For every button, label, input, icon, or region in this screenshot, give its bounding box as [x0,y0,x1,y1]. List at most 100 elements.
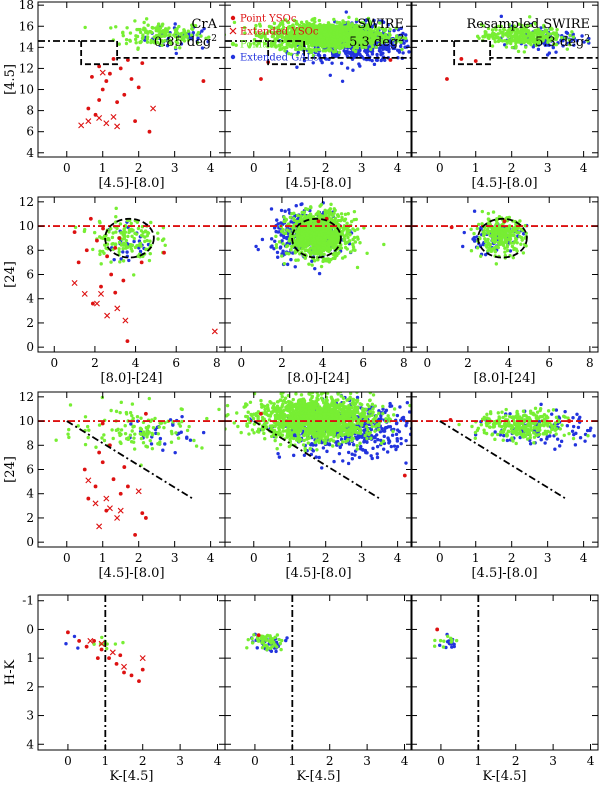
extended-galc-point [375,58,380,63]
extended-galc-point [402,41,406,45]
point-galc-point [303,244,307,248]
point-galc-point [337,45,341,50]
point-galc-point [146,23,150,27]
point-galc-point [311,23,316,27]
point-galc-point [160,24,164,28]
point-ysoc-point [122,92,127,97]
point-galc-point [337,21,342,25]
point-galc-point [114,428,119,433]
point-galc-point [277,240,282,244]
point-galc-point [113,242,118,246]
point-galc-point [332,244,336,248]
point-galc-point [494,244,499,249]
point-galc-point [313,241,317,245]
point-galc-point [524,244,528,248]
point-ysoc-point [133,532,137,537]
point-galc-point [504,238,508,243]
point-galc-point [299,41,303,46]
panel-2-3: 0 2 4 6 8[8.0]-[24] [410,196,599,386]
point-galc-point [252,41,256,45]
point-galc-point [334,251,339,256]
extended-galc-point [332,459,336,464]
point-galc-point [486,211,491,216]
point-galc-point [289,26,293,30]
point-galc-point [378,21,382,25]
point-galc-point [162,31,167,36]
point-galc-point [528,15,532,19]
point-galc-point [475,226,480,231]
extended-galc-point [365,440,369,444]
extended-galc-point [269,207,274,211]
point-galc-point [535,33,539,37]
point-ysoc-point [101,226,105,231]
point-galc-point [282,215,286,219]
point-galc-point [490,44,495,48]
point-galc-point [510,45,515,50]
point-galc-point [297,234,301,238]
extended-ysoc-point [78,122,85,129]
point-galc-point [118,260,122,264]
extended-galc-point [302,453,307,457]
extended-galc-point [177,431,181,436]
point-galc-point [338,37,343,42]
point-ysoc-point [95,238,99,243]
point-galc-point [354,33,359,38]
extended-galc-point [161,448,165,452]
point-galc-point [135,34,140,39]
point-galc-point [347,44,351,49]
point-galc-point [368,47,373,51]
extended-galc-point [430,60,433,63]
point-galc-point [141,35,145,39]
point-galc-point [150,25,154,30]
point-galc-point [123,424,127,428]
point-galc-point [285,228,289,232]
point-galc-point [499,38,503,43]
point-galc-point [151,426,156,430]
extended-galc-point [287,208,291,212]
point-galc-point [130,402,135,406]
point-galc-point [109,26,113,30]
point-galc-point [522,26,526,30]
x-tick-label: 0 [250,161,258,175]
point-galc-point [330,242,334,246]
point-galc-point [504,33,508,37]
point-galc-point [314,43,319,47]
point-galc-point [132,236,136,241]
x-tick-label: 2 [135,551,143,565]
point-galc-point [280,19,285,24]
point-galc-point [274,234,278,239]
point-galc-point [319,202,323,207]
point-galc-point [329,28,333,33]
point-ysoc-point [104,79,109,83]
point-galc-point [135,415,140,419]
point-galc-point [148,29,152,34]
point-galc-point [207,35,211,39]
point-galc-point [319,264,324,269]
point-galc-point [143,432,147,436]
point-galc-point [291,36,296,41]
point-galc-point [507,28,512,32]
point-galc-point [133,37,138,42]
point-galc-point [317,28,322,32]
point-galc-point [303,207,308,211]
point-galc-point [486,240,491,245]
extended-galc-point [545,53,550,57]
point-galc-point [117,42,121,46]
y-tick-label: 6 [26,463,34,477]
point-galc-point [345,229,349,234]
point-galc-point [139,244,143,248]
point-galc-point [508,231,512,236]
point-galc-point [303,47,307,51]
extended-ysoc-point [117,507,124,514]
extended-galc-point [431,44,434,47]
point-galc-point [346,212,350,216]
point-galc-point [324,212,328,217]
selection-cut-line [267,41,412,66]
x-axis-label: [4.5]-[8.0] [98,566,164,581]
point-galc-point [310,49,314,53]
extended-galc-point [121,250,125,254]
point-galc-point [512,233,516,238]
point-galc-point [126,234,130,239]
extended-galc-point [386,23,390,27]
